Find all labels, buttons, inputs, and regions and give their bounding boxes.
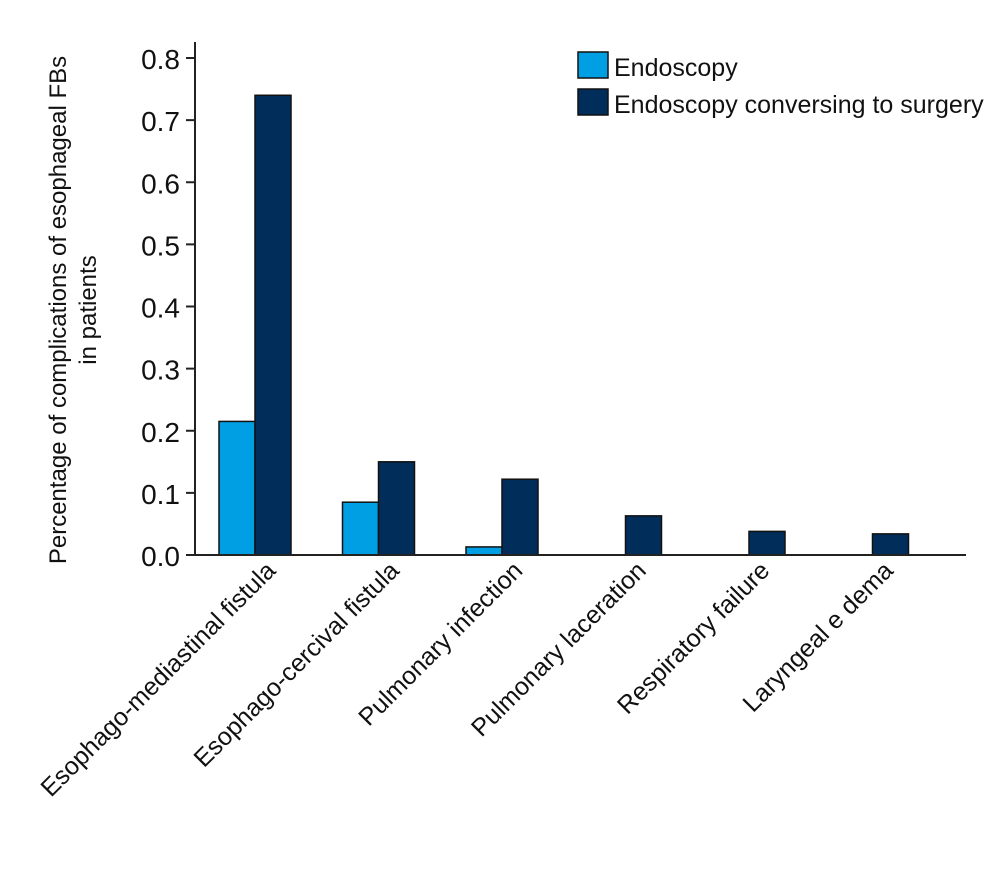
bar-surgery-3 bbox=[624, 515, 663, 556]
y-tick-label: 0.4 bbox=[141, 293, 180, 324]
y-axis-label-line2: in patients bbox=[75, 255, 102, 364]
y-tick-label: 0.5 bbox=[141, 230, 180, 261]
bar-surgery-5 bbox=[871, 533, 910, 556]
bar-endoscopy-0 bbox=[218, 420, 256, 556]
y-tick-label: 0.3 bbox=[141, 355, 180, 386]
y-axis-label-line1: Percentage of complications of esophagea… bbox=[45, 56, 72, 564]
legend-label-endoscopy: Endoscopy bbox=[614, 54, 738, 82]
bar-surgery-1 bbox=[377, 461, 416, 556]
legend: Endoscopy Endoscopy conversing to surger… bbox=[577, 51, 984, 119]
y-tick-label: 0.7 bbox=[141, 106, 180, 137]
legend-label-surgery: Endoscopy conversing to surgery bbox=[614, 91, 984, 119]
y-tick-label: 0.0 bbox=[141, 541, 180, 572]
x-tick-label: Esophago-mediastinal fistula bbox=[35, 556, 281, 802]
bar-endoscopy-2 bbox=[465, 546, 503, 556]
y-tick-label: 0.2 bbox=[141, 417, 180, 448]
legend-swatch-endoscopy bbox=[577, 51, 609, 79]
y-tick-label: 0.6 bbox=[141, 168, 180, 199]
y-tick-label: 0.8 bbox=[141, 44, 180, 75]
bar-surgery-4 bbox=[748, 530, 786, 556]
legend-swatch-surgery bbox=[577, 88, 609, 116]
x-tick-label: Esophago-cercival fistula bbox=[188, 556, 404, 772]
bar-surgery-2 bbox=[501, 478, 539, 556]
y-tick-label: 0.1 bbox=[141, 479, 180, 510]
bar-endoscopy-1 bbox=[341, 501, 380, 556]
bar-surgery-0 bbox=[254, 94, 292, 556]
